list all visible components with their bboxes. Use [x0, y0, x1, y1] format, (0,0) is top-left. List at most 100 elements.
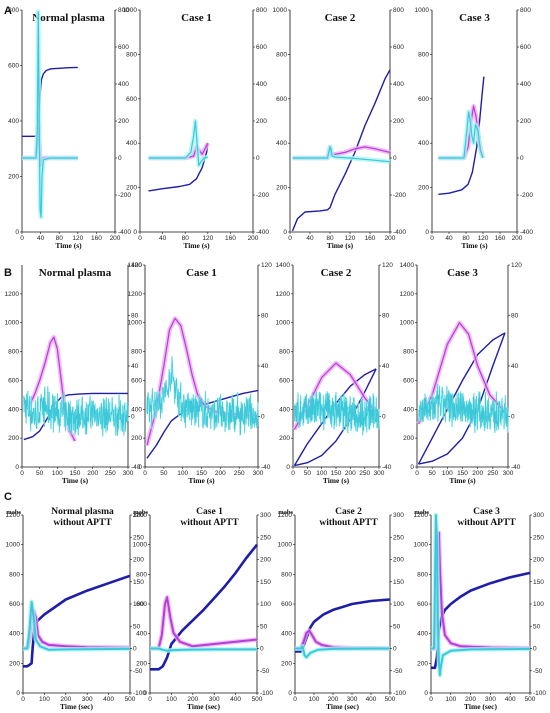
x-axis-label: Time (sec) [464, 702, 497, 711]
x-tick-label: 40 [37, 235, 45, 242]
chart-title: Case 1 [181, 12, 212, 24]
y2-tick-label: 0 [261, 414, 265, 421]
y2-tick-label: 80 [131, 313, 139, 320]
x-tick-label: 50 [36, 470, 44, 477]
x-axis-label: Time (sec) [187, 702, 220, 711]
y-tick-label: 0 [288, 690, 292, 697]
x-tick-label: 300 [374, 470, 385, 477]
y2-tick-label: 150 [393, 579, 404, 586]
y-tick-label: 1200 [6, 512, 21, 519]
series-line-1 [291, 69, 391, 232]
y2-tick-label: 150 [260, 579, 271, 586]
y-tick-label: 400 [136, 631, 147, 638]
y2-tick-label: 600 [118, 44, 129, 51]
y2-tick-label: 200 [393, 557, 404, 564]
y-tick-label: 200 [276, 185, 287, 192]
x-tick-label: 80 [326, 235, 334, 242]
y2-tick-label: 200 [393, 118, 404, 125]
series-glow [431, 512, 531, 678]
x-tick-label: 200 [465, 696, 476, 703]
y-tick-label: 800 [9, 571, 20, 578]
chart-panel-4: 0 40 80 120 160 200 0 200 400 600 800 1000 -400 -200 0… [415, 7, 534, 250]
y2-tick-label: -100 [133, 690, 146, 697]
y-tick-label: 600 [279, 377, 290, 384]
y-tick-label: 1200 [400, 291, 415, 298]
y2-tick-label: 0 [131, 414, 135, 421]
chart-panel-7: 0 50 100 150 200 250 3000200400600800100012001… [276, 262, 394, 485]
y2-tick-label: 50 [260, 623, 268, 630]
y2-tick-label: 200 [256, 118, 267, 125]
series-line-1 [150, 543, 259, 671]
y2-tick-label: 800 [520, 7, 531, 14]
y-tick-label: 800 [417, 571, 428, 578]
series-glow [22, 9, 78, 220]
x-axis-label: Time (s) [327, 241, 354, 250]
x-tick-label: 120 [72, 235, 83, 242]
row-label-c: C [4, 491, 12, 503]
y2-tick-label: 250 [533, 534, 544, 541]
y-tick-label: 200 [403, 435, 414, 442]
unit-label: mabs [6, 509, 21, 516]
series-line-3 [23, 600, 131, 651]
x-tick-label: 500 [252, 696, 263, 703]
x-tick-label: 400 [103, 696, 114, 703]
chart-title: Case 1 [186, 267, 217, 279]
y-tick-label: 200 [8, 174, 19, 181]
y-tick-label: 200 [126, 185, 137, 192]
y2-tick-label: -100 [393, 690, 406, 697]
x-tick-label: 50 [429, 470, 437, 477]
x-tick-label: 0 [143, 470, 147, 477]
y-tick-label: 200 [418, 185, 429, 192]
y2-tick-label: 150 [533, 579, 544, 586]
chart-panel-12: 0 100 200 300 400 500020040060080010001200-10… [414, 507, 547, 711]
y-tick-label: 800 [126, 51, 137, 58]
series-line-1 [438, 76, 485, 195]
y-tick-label: 200 [417, 660, 428, 667]
y2-tick-label: 40 [382, 363, 390, 370]
y-tick-label: 0 [286, 464, 290, 471]
chart-title: Case 3 [473, 507, 500, 517]
chart-panel-6: 0 50 100 150 200 250 3000200400600800100012001… [128, 262, 273, 485]
x-tick-label: 100 [166, 696, 177, 703]
y-tick-label: 400 [417, 631, 428, 638]
y-tick-label: 1000 [278, 542, 293, 549]
y2-tick-label: 0 [256, 155, 260, 162]
y2-tick-label: 0 [382, 414, 386, 421]
x-tick-label: 300 [82, 696, 93, 703]
y2-tick-label: 40 [261, 363, 269, 370]
x-axis-label: Time (s) [188, 476, 215, 485]
y-tick-label: 800 [131, 349, 142, 356]
x-tick-label: 0 [293, 696, 297, 703]
x-tick-label: 300 [123, 470, 134, 477]
y2-tick-label: -400 [393, 229, 406, 236]
chart-title: Case 3 [459, 12, 490, 24]
x-tick-label: 300 [347, 696, 358, 703]
series-line-3 [23, 386, 129, 437]
y-tick-label: 1200 [414, 512, 429, 519]
series-line-2 [150, 596, 258, 650]
x-tick-label: 100 [316, 470, 327, 477]
y-tick-label: 400 [8, 406, 19, 413]
x-tick-label: 80 [182, 235, 190, 242]
x-tick-label: 50 [304, 470, 312, 477]
y2-tick-label: 80 [511, 313, 519, 320]
y2-tick-label: 120 [511, 262, 522, 269]
row-label-b: B [4, 267, 12, 279]
x-tick-label: 50 [160, 470, 168, 477]
series-line-1 [22, 66, 78, 137]
series-line-1 [148, 143, 209, 192]
y-tick-label: 800 [8, 7, 19, 14]
y-tick-label: 0 [424, 690, 428, 697]
y-tick-label: 800 [136, 571, 147, 578]
series-line-2 [294, 368, 377, 467]
chart-panel-2: 0 40 80 120 160 200 0 200 400 600 800 1000 -400 -200 0… [123, 7, 270, 250]
y-tick-label: 1200 [276, 291, 291, 298]
x-tick-label: 400 [366, 696, 377, 703]
y2-tick-label: 800 [118, 7, 129, 14]
y-tick-label: 600 [8, 63, 19, 70]
series-line-4 [294, 391, 380, 436]
y-tick-label: 1000 [123, 7, 138, 14]
y2-tick-label: -40 [261, 464, 271, 471]
y-tick-label: 200 [279, 435, 290, 442]
y-tick-label: 600 [131, 377, 142, 384]
